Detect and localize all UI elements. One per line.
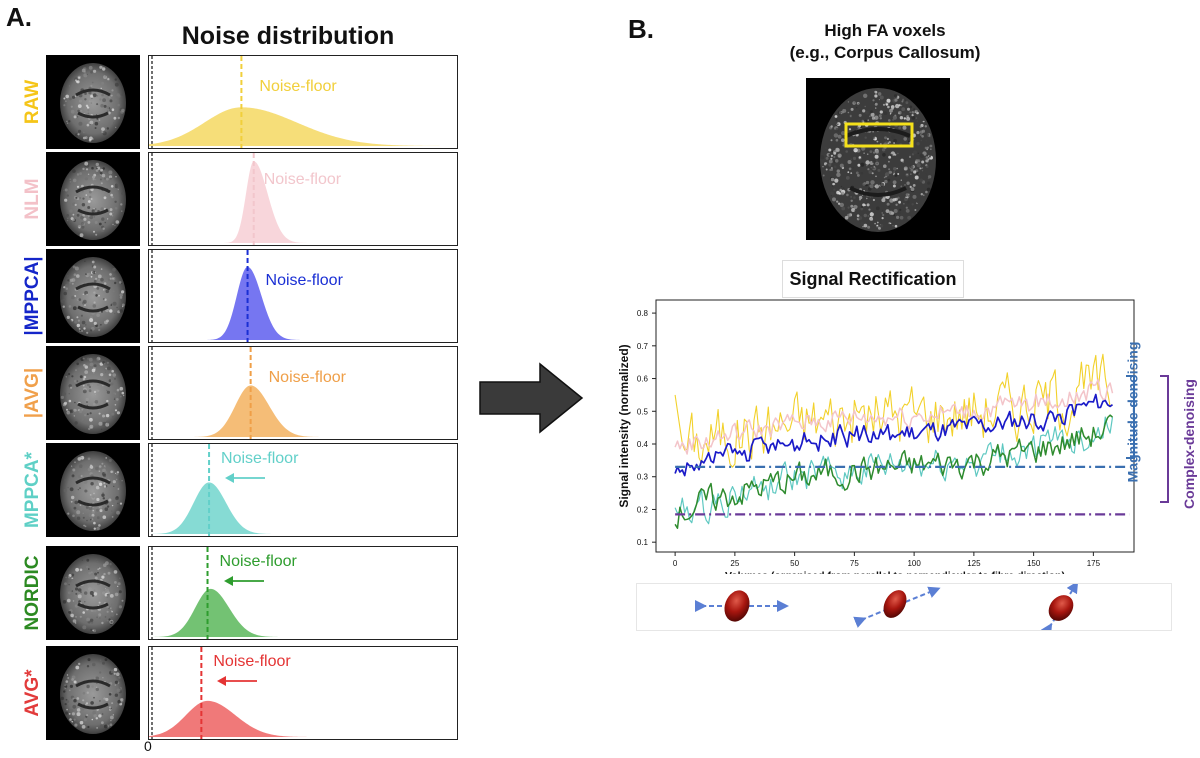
brain-thumbnail: [46, 152, 140, 246]
y-tick-label: 0.2: [637, 505, 649, 514]
x-tick-label: 100: [907, 559, 921, 568]
noise-floor-label: Noise-floor: [219, 553, 297, 570]
fibre-orientation-graphic: [695, 580, 1079, 637]
noise-floor-label: Noise-floor: [265, 272, 343, 289]
y-tick-label: 0.3: [637, 473, 649, 482]
noise-floor-label: Noise-floor: [268, 369, 346, 386]
roi-rectangle: [844, 122, 914, 148]
high-fa-heading-line2: (e.g., Corpus Callosum): [789, 43, 981, 62]
noise-floor-label: Noise-floor: [259, 78, 337, 95]
y-tick-label: 0.6: [637, 375, 649, 384]
x-tick-label: 75: [850, 559, 859, 568]
x-axis-label: Volumes (organised from parallel to perp…: [725, 570, 1065, 574]
y-tick-label: 0.5: [637, 407, 649, 416]
method-label: NLM: [22, 178, 43, 220]
signal-line-chart: 0 25 50 75 100 125 150 175 0.1 0.2 0.3 0.4 0.5 0.6 0.7…: [617, 299, 1135, 582]
panel-a-letter: A.: [6, 2, 32, 32]
y-tick-label: 0.4: [637, 440, 649, 449]
method-label: RAW: [22, 79, 43, 125]
y-tick-label: 0.1: [637, 538, 649, 547]
x-tick-label: 175: [1087, 559, 1101, 568]
row-label-strip: MPPCA*: [14, 443, 44, 537]
left-arrow-icon: [223, 576, 264, 586]
noise-floor-label: Noise-floor: [213, 653, 291, 670]
fibre-oblique-icon: [853, 586, 941, 628]
noise-histogram: Noise-floor: [148, 546, 458, 640]
series-line-nlm: [674, 378, 1114, 455]
magnitude-bracket: [1126, 375, 1135, 459]
brain-thumbnail: [46, 346, 140, 440]
y-axis-label: Signal intensity (normalized): [617, 344, 631, 507]
noise-floor-label: Noise-floor: [263, 171, 342, 188]
brain-thumbnail: [46, 646, 140, 740]
method-label: MPPCA*: [22, 452, 43, 529]
series-line-nordic: [674, 414, 1113, 529]
noise-histogram: Noise-floor: [148, 646, 458, 740]
fibre-orientation-strip: [636, 580, 1172, 637]
noise-histogram: Noise-floor: [148, 55, 458, 149]
row-label-strip: NORDIC: [14, 546, 44, 640]
magnitude-denoising-label: Magnitude-denoising: [1124, 341, 1141, 483]
x-tick-label: 25: [730, 559, 739, 568]
series-line-raw: [674, 353, 1113, 468]
noise-floor-label: Noise-floor: [221, 450, 299, 467]
left-arrow-icon: [225, 473, 266, 483]
y-tick-label: 0.8: [637, 309, 649, 318]
x-zero-tick: 0: [144, 738, 152, 754]
method-label: AVG*: [22, 669, 43, 717]
fibre-parallel-icon: [695, 590, 789, 622]
high-fa-heading: High FA voxels (e.g., Corpus Callosum): [740, 20, 1030, 64]
noise-histogram: Noise-floor: [148, 249, 458, 343]
row-label-strip: RAW: [14, 55, 44, 149]
noise-histogram: Noise-floor: [148, 443, 458, 537]
complex-denoising-label: Complex-denoising: [1180, 379, 1197, 509]
noise-histogram: Noise-floor: [148, 152, 458, 246]
panel-b-letter: B.: [628, 14, 654, 44]
method-label: |MPPCA|: [22, 256, 43, 336]
method-label: |AVG|: [22, 367, 43, 419]
x-tick-label: 50: [790, 559, 799, 568]
x-tick-label: 125: [967, 559, 981, 568]
brain-thumbnail: [46, 249, 140, 343]
left-arrow-icon: [217, 676, 258, 686]
complex-bracket: [1160, 375, 1169, 503]
series-line-mppca: [674, 393, 1113, 477]
noise-distribution-title: Noise distribution: [181, 22, 395, 50]
row-label-strip: NLM: [14, 152, 44, 246]
corpus-callosum-brain-image: [806, 78, 950, 240]
x-tick-label: 0: [673, 559, 678, 568]
denoising-brackets: [1126, 375, 1169, 503]
row-label-strip: AVG*: [14, 646, 44, 740]
brain-thumbnail: [46, 546, 140, 640]
signal-rectification-box: Signal Rectification: [782, 260, 964, 298]
row-label-strip: |AVG|: [14, 346, 44, 440]
y-tick-label: 0.7: [637, 342, 649, 351]
noise-histogram: Noise-floor: [148, 346, 458, 440]
row-label-strip: |MPPCA|: [14, 249, 44, 343]
transition-arrow-icon: [479, 362, 584, 434]
signal-rectification-title: Signal Rectification: [789, 269, 957, 289]
brain-thumbnail: [46, 55, 140, 149]
brain-thumbnail: [46, 443, 140, 537]
fibre-perpendicular-icon: [1040, 580, 1079, 637]
high-fa-heading-line1: High FA voxels: [824, 21, 946, 40]
signal-chart-frame: 0 25 50 75 100 125 150 175 0.1 0.2 0.3 0.4 0.5 0.6 0.7…: [612, 288, 1170, 582]
method-label: NORDIC: [22, 555, 43, 631]
series-line-mppca: [674, 416, 1114, 525]
x-tick-label: 150: [1027, 559, 1041, 568]
